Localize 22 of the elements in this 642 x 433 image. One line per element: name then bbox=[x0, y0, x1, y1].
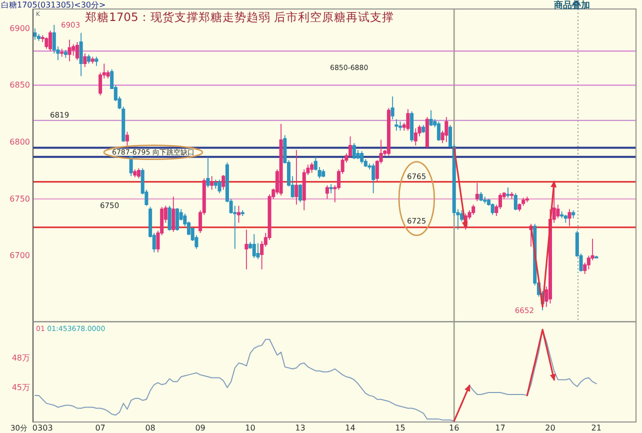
y-tick-label: 45万 bbox=[12, 383, 30, 392]
y-tick-label: 48万 bbox=[12, 354, 30, 363]
x-tick-label: 16 bbox=[449, 424, 460, 432]
y-tick-label: 6900 bbox=[10, 24, 30, 33]
chart-subtitle: 白糖1705(031305)<30分> bbox=[1, 0, 106, 10]
x-tick-label: 09 bbox=[195, 424, 206, 432]
y-tick-label: 6700 bbox=[10, 251, 30, 260]
x-tick-label: 0303 bbox=[32, 424, 53, 432]
x-tick-label: 13 bbox=[295, 424, 306, 432]
y-tick-label: 6750 bbox=[10, 194, 30, 204]
chart-title: 郑糖1705：现货支撑郑糖走势趋弱 后市利空原糖再试支撑 bbox=[85, 10, 394, 24]
x-tick-label: 14 bbox=[345, 424, 356, 432]
x-tick-label: 20 bbox=[545, 424, 556, 432]
annotation: 商品叠加 bbox=[553, 0, 590, 11]
x-tick-label: 08 bbox=[145, 424, 156, 432]
x-tick-label: 17 bbox=[495, 424, 506, 432]
y-tick-label: 6800 bbox=[10, 138, 30, 147]
y-tick-label: 6850 bbox=[10, 80, 30, 90]
x-tick-label: 21 bbox=[591, 424, 602, 432]
x-tick-label: 10 bbox=[245, 424, 256, 432]
x-tick-label: 15 bbox=[395, 424, 406, 432]
x-tick-label: 07 bbox=[95, 424, 106, 432]
